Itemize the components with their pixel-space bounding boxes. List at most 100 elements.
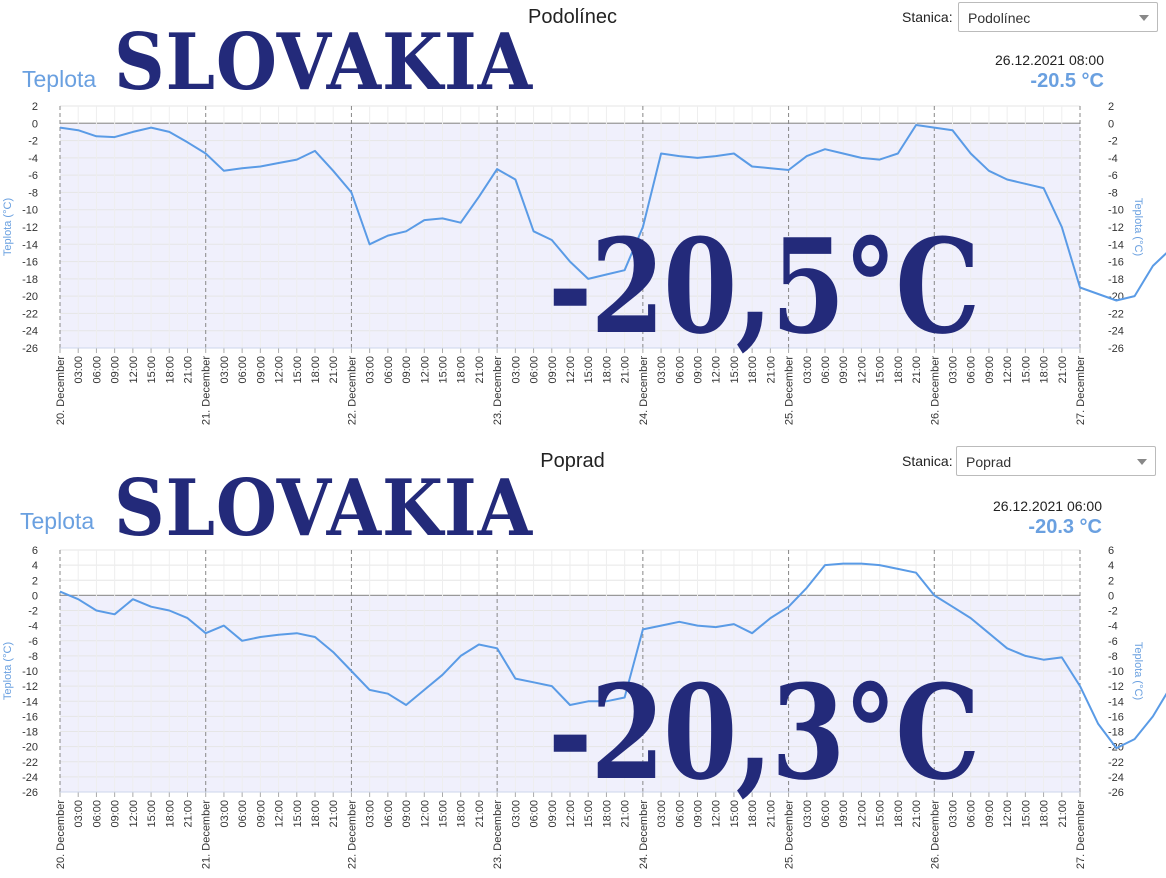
x-tick-label: 06:00	[529, 356, 541, 384]
temperature-chart: 2 2 0 0 -2 -2 -4 -4 -6 -6 -8 -8 -10 -10 -12 -12 -14 -14 -1…	[2, 101, 1166, 425]
x-tick-label: 15:00	[292, 800, 304, 828]
x-tick-label: 06:00	[237, 800, 249, 828]
y-axis-title: Teplota (°C)	[2, 198, 14, 256]
x-tick-label: 09:00	[255, 800, 267, 828]
y-tick-label: -16	[22, 257, 38, 269]
y-tick-label: -20	[22, 291, 38, 303]
y-tick-label-right: -8	[1108, 651, 1118, 663]
x-tick-label: 21:00	[1057, 356, 1069, 384]
station-select[interactable]: Poprad	[956, 446, 1156, 476]
y-tick-label: -26	[22, 787, 38, 799]
y-tick-label-right: 6	[1108, 545, 1114, 557]
x-tick-label: 03:00	[219, 356, 231, 384]
x-tick-label: 21:00	[474, 356, 486, 384]
station-title: Poprad	[540, 450, 605, 472]
y-tick-label: -18	[22, 727, 38, 739]
x-tick-label: 21:00	[911, 800, 923, 828]
y-tick-label: -12	[22, 222, 38, 234]
x-tick-label: 21:00	[183, 356, 195, 384]
x-tick-label: 21:00	[620, 356, 632, 384]
timestamp: 26.12.2021 08:00	[995, 52, 1104, 68]
y-tick-label: -2	[28, 136, 38, 148]
x-tick-label: 15:00	[438, 356, 450, 384]
x-tick-label: 23. December	[492, 800, 504, 869]
x-tick-label: 15:00	[438, 800, 450, 828]
timestamp: 26.12.2021 06:00	[993, 498, 1102, 514]
x-tick-label: 21. December	[201, 800, 213, 869]
temperature-series-line	[59, 124, 1166, 302]
x-tick-label: 18:00	[456, 800, 468, 828]
y-tick-label: -24	[22, 772, 38, 784]
x-tick-label: 12:00	[274, 800, 286, 828]
x-tick-label: 03:00	[73, 356, 85, 384]
y-tick-label: -10	[22, 205, 38, 217]
y-tick-label-right: -2	[1108, 606, 1118, 618]
y-tick-label: 6	[32, 545, 38, 557]
x-tick-label: 12:00	[711, 800, 723, 828]
chevron-down-icon[interactable]	[1139, 15, 1149, 21]
x-tick-label: 18:00	[893, 800, 905, 828]
x-tick-label: 20. December	[55, 356, 67, 425]
x-tick-label: 03:00	[510, 800, 522, 828]
y-tick-label: -14	[22, 696, 38, 708]
x-tick-label: 15:00	[583, 800, 595, 828]
x-tick-label: 09:00	[984, 800, 996, 828]
y-tick-label: 2	[32, 101, 38, 113]
x-tick-label: 06:00	[237, 356, 249, 384]
y-tick-label-right: -4	[1108, 621, 1118, 633]
y-tick-label: -24	[22, 326, 38, 338]
x-tick-label: 12:00	[419, 800, 431, 828]
x-tick-label: 03:00	[802, 356, 814, 384]
temperature-chart: 6 6 4 4 2 2 0 0 -2 -2 -4 -4 -6 -6 -8 -8 -10 -10 -12 -12 -14 -…	[2, 545, 1166, 869]
x-tick-label: 18:00	[747, 356, 759, 384]
y-tick-label: -4	[28, 621, 38, 633]
x-tick-label: 21:00	[183, 800, 195, 828]
y-tick-label: -16	[22, 711, 38, 723]
x-tick-label: 09:00	[401, 356, 413, 384]
x-tick-label: 03:00	[948, 800, 960, 828]
station-select[interactable]: Podolínec	[958, 2, 1158, 32]
y-tick-label: -2	[28, 606, 38, 618]
current-temperature: -20.5 °C	[1030, 70, 1104, 92]
y-tick-label-right: -6	[1108, 170, 1118, 182]
x-tick-label: 03:00	[948, 356, 960, 384]
station-panel-poprad: Poprad Stanica: Poprad Teplota 26.12.202…	[0, 444, 1166, 878]
x-tick-label: 15:00	[146, 356, 158, 384]
x-tick-label: 06:00	[91, 356, 103, 384]
x-tick-label: 06:00	[966, 800, 978, 828]
x-tick-label: 09:00	[547, 800, 559, 828]
y-tick-label-right: -26	[1108, 787, 1124, 799]
x-tick-label: 06:00	[383, 356, 395, 384]
y-tick-label: -18	[22, 274, 38, 286]
x-tick-label: 18:00	[601, 800, 613, 828]
station-panel-podolinec: Podolínec Stanica: Podolínec Teplota 26.…	[2, 2, 1166, 425]
x-tick-label: 24. December	[638, 356, 650, 425]
y-tick-label-right: -16	[1108, 711, 1124, 723]
x-tick-label: 27. December	[1075, 356, 1087, 425]
x-tick-label: 09:00	[110, 800, 122, 828]
x-tick-label: 09:00	[693, 800, 705, 828]
chevron-down-icon[interactable]	[1137, 459, 1147, 465]
x-tick-label: 15:00	[729, 356, 741, 384]
y-axis-title-right: Teplota (°C)	[1132, 198, 1144, 256]
x-tick-label: 03:00	[219, 800, 231, 828]
stanica-label: Stanica:	[902, 9, 953, 25]
x-tick-label: 15:00	[146, 800, 158, 828]
temperature-series-line	[59, 562, 1166, 750]
x-tick-label: 21:00	[1057, 800, 1069, 828]
x-tick-label: 03:00	[365, 800, 377, 828]
x-tick-label: 18:00	[1039, 800, 1051, 828]
x-tick-label: 15:00	[875, 356, 887, 384]
y-tick-label-right: -8	[1108, 187, 1118, 199]
x-tick-label: 25. December	[784, 800, 796, 869]
y-tick-label: -8	[28, 187, 38, 199]
x-tick-label: 18:00	[456, 356, 468, 384]
x-tick-label: 26. December	[929, 800, 941, 869]
y-tick-label: -6	[28, 170, 38, 182]
y-tick-label-right: 4	[1108, 560, 1114, 572]
x-tick-label: 12:00	[419, 356, 431, 384]
y-tick-label-right: -14	[1108, 239, 1124, 251]
x-tick-label: 12:00	[128, 356, 140, 384]
x-tick-label: 09:00	[984, 356, 996, 384]
x-tick-label: 09:00	[547, 356, 559, 384]
